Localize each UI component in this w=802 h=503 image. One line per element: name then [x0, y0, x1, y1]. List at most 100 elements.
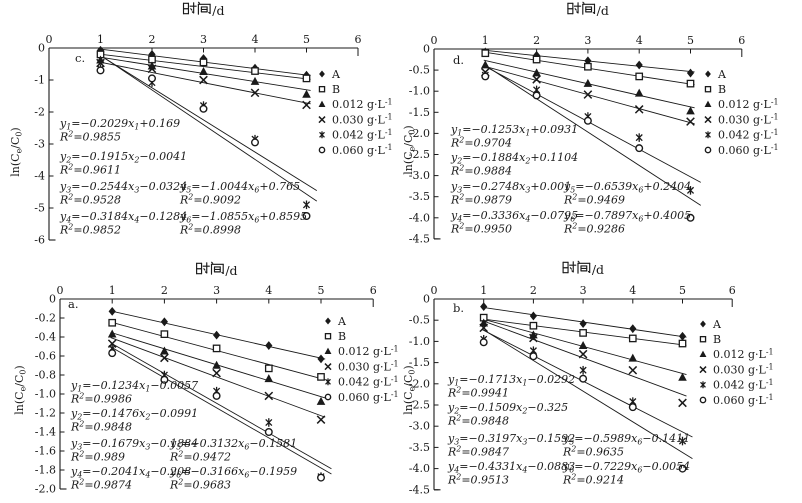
series-0.030-g-L- — [479, 323, 687, 408]
chart-panel-d: 0 1 2 3 4 5 6 0 -0.5 -1.0 -1.5 -2.0 -2.5 -3.0 -3.5 -4.0… — [402, 1, 779, 245]
data-point-diamond-filled-icon — [579, 319, 587, 328]
legend-label: A — [717, 68, 727, 81]
regression-equation: y6=−0.7229x6−0.0054 — [562, 460, 690, 475]
r-squared: R2=0.9469 — [563, 193, 625, 207]
data-point-diamond-filled-icon — [629, 324, 637, 334]
cjk-glyph — [197, 1, 211, 15]
legend-item: B — [699, 333, 721, 346]
legend-label: 0.030 g·L-1 — [338, 360, 399, 374]
panel-letter: c. — [75, 51, 85, 65]
data-point-square-open-icon — [635, 72, 644, 81]
data-point-circle-open-icon — [579, 374, 588, 383]
data-point-circle-open-icon — [481, 72, 490, 81]
data-point-triangle-filled-icon — [199, 66, 208, 75]
data-point-square-open-icon — [212, 344, 221, 353]
legend-label: 0.012 g·L-1 — [332, 97, 393, 111]
regression-equation: y2=−0.1915x2−0.0041 — [59, 150, 187, 165]
y-tick-label: -1 — [34, 74, 45, 87]
regression-equation: y4=−0.2041x4−0.208 — [70, 465, 191, 480]
regression-equation: y3=−0.1679x3−0.1884 — [70, 437, 198, 452]
series-0.060-g-L- — [479, 338, 687, 473]
data-point-x-cross-icon — [583, 90, 593, 99]
x-axis-title: /d — [182, 1, 224, 18]
y-tick-label: -2 — [34, 106, 45, 119]
data-point-triangle-filled-icon — [678, 372, 687, 381]
data-point-x-cross-icon — [686, 117, 695, 126]
fit-line — [110, 337, 326, 418]
data-point-diamond-filled-icon — [317, 354, 325, 364]
data-point-x-cross-icon — [147, 64, 157, 74]
data-point-circle-open-icon — [317, 473, 326, 482]
legend-item: 0.012 g·L-1 — [318, 97, 393, 111]
y-tick-label: -3.0 — [409, 420, 430, 433]
r-squared: R2=0.9852 — [59, 223, 121, 237]
x-tick-label: 1 — [97, 33, 104, 46]
data-point-x-cross-icon — [160, 353, 169, 363]
r-squared: R2=0.9884 — [450, 164, 512, 178]
x-tick-label: 3 — [200, 33, 207, 46]
data-point-triangle-filled-icon — [160, 346, 169, 355]
data-point-square-open-icon — [160, 330, 169, 338]
legend-asterisk-icon — [325, 378, 331, 386]
data-point-circle-open-icon — [160, 375, 169, 384]
legend-x-cross-icon — [699, 366, 707, 374]
legend-label: 0.042 g·L-1 — [338, 375, 399, 389]
series-A — [108, 306, 325, 364]
x-tick-label: 2 — [530, 284, 537, 297]
legend-x-cross-icon — [704, 116, 712, 124]
data-point-asterisk-icon — [678, 436, 687, 446]
legend-item: 0.060 g·L-1 — [699, 393, 774, 407]
y-tick-label: -1.5 — [409, 106, 430, 119]
legend-circle-open-icon — [699, 396, 707, 404]
x-axis-title: /d — [562, 260, 604, 277]
r-squared: R2=0.9941 — [447, 386, 509, 400]
x-tick-label: 3 — [213, 284, 220, 297]
legend: AB0.012 g·L-1 0.030 g·L-10.042 g·L-10.060… — [324, 315, 399, 404]
fit-line — [110, 346, 332, 475]
x-tick-label: 6 — [738, 34, 745, 47]
fit-line — [481, 328, 693, 459]
data-point-square-open-icon — [686, 79, 695, 88]
legend-label: A — [331, 68, 341, 81]
x-axis-title-text: /d — [225, 263, 237, 278]
data-point-triangle-filled-icon — [532, 68, 541, 77]
x-tick-label: 4 — [636, 34, 643, 47]
data-point-square-open-icon — [579, 329, 587, 337]
x-tick-label: 6 — [729, 284, 736, 297]
regression-equation: y6=−1.0855x6+0.8595 — [179, 210, 307, 225]
r-squared: R2=0.9286 — [563, 222, 625, 236]
x-axis-title: /d — [196, 261, 238, 278]
y-tick-label: -3.0 — [409, 169, 430, 182]
r-squared: R2=0.9847 — [447, 445, 509, 459]
data-point-triangle-filled-icon — [583, 78, 593, 87]
legend-label: 0.042 g·L-1 — [713, 378, 774, 392]
legend-item: A — [705, 68, 727, 81]
legend-label: B — [718, 83, 726, 96]
x-axis-title-text: /d — [597, 3, 609, 18]
r-squared: R2=0.9472 — [169, 450, 231, 464]
series-0.012-g-L- — [481, 60, 695, 115]
data-point-asterisk-icon — [686, 186, 695, 195]
legend-item: 0.060 g·L-1 — [704, 143, 779, 157]
series-B — [479, 313, 687, 348]
chart-panel-a: 0 1 2 3 4 5 6 0 -0.2 -0.4 -0.6 -0.8 -1.0 -1.2 -1.4 -1.6… — [13, 261, 399, 496]
y-tick-label: -1.0 — [409, 335, 430, 348]
r-squared: R2=0.9874 — [70, 478, 132, 492]
regression-equation: y1=−0.1234x1−0.0057 — [70, 379, 198, 394]
legend-item: B — [704, 83, 726, 96]
data-point-circle-open-icon — [532, 91, 541, 100]
data-point-triangle-filled-icon — [316, 396, 326, 405]
x-tick-label: 0 — [46, 33, 53, 46]
data-point-circle-open-icon — [635, 144, 644, 153]
regression-equation: y2=−0.1476x2−0.0991 — [70, 407, 198, 422]
legend: AB0.012 g·L-1 0.030 g·L-10.042 g·L-10.060… — [704, 68, 779, 157]
y-tick-label: -3.5 — [409, 441, 430, 454]
x-tick-label: 5 — [687, 34, 694, 47]
legend-label: B — [332, 83, 340, 96]
fit-line — [98, 53, 311, 80]
r-squared: R2=0.9848 — [70, 420, 132, 434]
legend-item: 0.042 g·L-1 — [705, 128, 779, 142]
cjk-glyph — [182, 2, 197, 15]
legend-triangle-filled-icon — [324, 347, 332, 355]
legend-item: 0.060 g·L-1 — [318, 143, 393, 157]
